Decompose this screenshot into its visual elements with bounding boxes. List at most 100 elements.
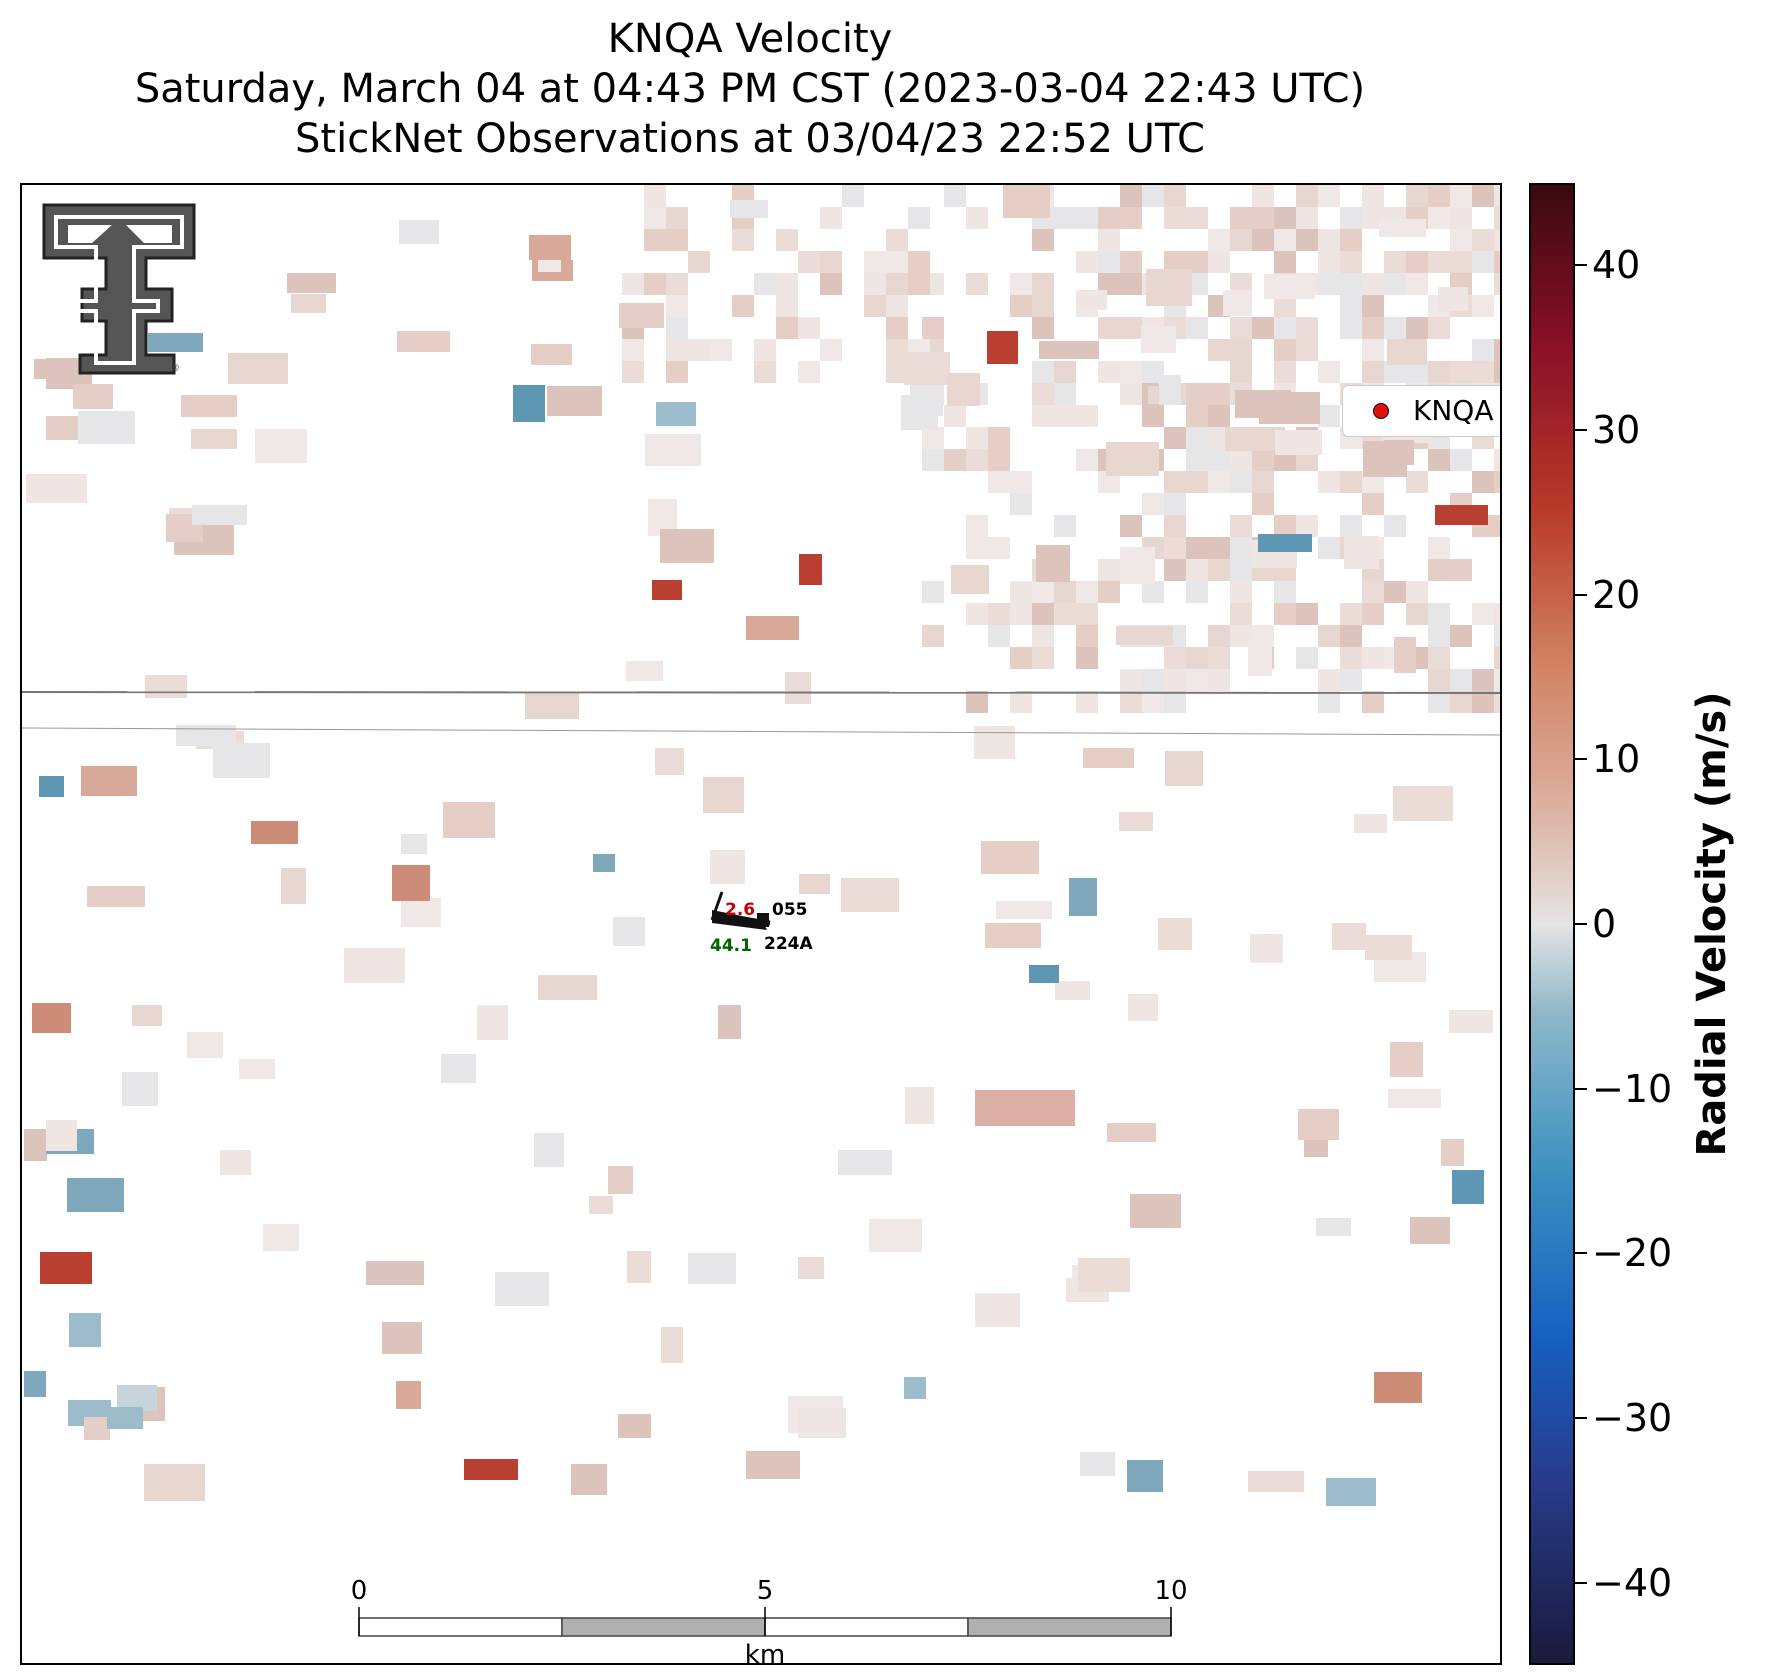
velocity-pixel	[966, 427, 988, 449]
colorbar-tick-label: −20	[1592, 1231, 1673, 1276]
velocity-pixel	[1472, 669, 1494, 691]
velocity-pixel	[1230, 317, 1252, 339]
velocity-pixel	[1264, 274, 1315, 299]
velocity-pixel	[1098, 471, 1120, 493]
velocity-pixel	[531, 344, 572, 365]
colorbar-tick-mark	[1575, 593, 1587, 596]
velocity-pixel	[1107, 1123, 1156, 1142]
velocity-pixel	[966, 449, 988, 471]
velocity-pixel	[78, 411, 135, 444]
velocity-pixel	[1274, 229, 1296, 251]
velocity-pixel	[1098, 361, 1120, 383]
velocity-pixel	[1362, 273, 1384, 295]
velocity-pixel	[1472, 229, 1494, 251]
velocity-pixel	[1318, 625, 1340, 647]
velocity-pixel	[1340, 625, 1362, 647]
velocity-pixel	[1344, 536, 1379, 569]
velocity-pixel	[1120, 361, 1142, 383]
velocity-pixel	[1054, 515, 1076, 537]
velocity-pixel	[1275, 430, 1322, 455]
county-boundary-line	[22, 691, 1500, 694]
velocity-pixel	[1032, 317, 1054, 339]
velocity-pixel	[1296, 317, 1318, 339]
velocity-pixel	[922, 317, 944, 339]
radar-plot: ®	[22, 185, 1500, 1637]
velocity-pixel	[1119, 812, 1153, 831]
velocity-pixel	[985, 923, 1041, 948]
velocity-pixel	[117, 1385, 157, 1411]
velocity-pixel	[1036, 545, 1070, 582]
velocity-pixel	[1450, 207, 1472, 229]
velocity-pixel	[1274, 581, 1296, 603]
velocity-pixel	[344, 948, 405, 983]
velocity-pixel	[1208, 449, 1230, 471]
velocity-pixel	[1494, 669, 1500, 691]
velocity-pixel	[1208, 339, 1230, 361]
velocity-pixel	[1387, 339, 1427, 365]
velocity-pixel	[176, 725, 236, 746]
velocity-pixel	[1186, 317, 1208, 339]
colorbar-label: Radial Velocity (m/s)	[1689, 691, 1735, 1157]
velocity-pixel	[746, 1451, 800, 1479]
velocity-pixel	[1428, 449, 1450, 471]
velocity-pixel	[754, 339, 776, 361]
velocity-pixel	[1384, 273, 1406, 295]
velocity-pixel	[660, 529, 714, 563]
chart-subtitle-time: Saturday, March 04 at 04:43 PM CST (2023…	[134, 66, 1366, 112]
colorbar-tick-label: −30	[1592, 1396, 1673, 1440]
station-id-top: 055	[772, 900, 808, 920]
velocity-pixel	[688, 339, 710, 361]
velocity-pixel	[1388, 1089, 1441, 1108]
velocity-pixel	[988, 449, 1010, 471]
velocity-pixel	[1318, 537, 1340, 559]
velocity-pixel	[1039, 341, 1099, 359]
velocity-pixel	[975, 1293, 1020, 1327]
velocity-pixel	[148, 333, 203, 352]
velocity-pixel	[26, 474, 87, 503]
velocity-pixel	[40, 1252, 92, 1284]
velocity-pixel	[666, 295, 688, 317]
velocity-pixel	[988, 427, 1010, 449]
velocity-pixel	[1354, 814, 1387, 833]
chart-title: KNQA Velocity	[607, 16, 893, 62]
velocity-pixel	[1083, 748, 1134, 768]
colorbar-tick-mark	[1575, 923, 1587, 925]
velocity-pixel	[922, 449, 944, 471]
colorbar	[1529, 183, 1575, 1665]
velocity-pixel	[1120, 273, 1142, 295]
velocity-pixel	[1032, 273, 1054, 295]
velocity-pixel	[947, 373, 980, 406]
velocity-pixel	[1384, 440, 1414, 465]
velocity-pixel	[1127, 1460, 1163, 1492]
velocity-pixel	[1406, 251, 1428, 273]
velocity-pixel	[1340, 273, 1362, 295]
velocity-pixel	[1223, 290, 1252, 316]
velocity-pixel	[1326, 1478, 1376, 1506]
velocity-pixel	[1406, 317, 1428, 339]
velocity-pixel	[1142, 669, 1164, 691]
velocity-pixel	[1164, 207, 1186, 229]
velocity-pixel	[1120, 515, 1142, 537]
velocity-pixel	[1406, 471, 1428, 493]
velocity-pixel	[1230, 515, 1252, 537]
velocity-pixel	[785, 672, 811, 704]
velocity-pixel	[1032, 295, 1054, 317]
velocity-pixel	[1298, 1109, 1339, 1140]
velocity-pixel	[799, 874, 830, 894]
velocity-pixel	[886, 251, 908, 273]
velocity-pixel	[1274, 207, 1296, 229]
velocity-pixel	[1230, 603, 1252, 625]
velocity-pixel	[1274, 361, 1296, 383]
velocity-pixel	[1054, 207, 1076, 229]
velocity-pixel	[1428, 669, 1450, 691]
velocity-pixel	[776, 295, 798, 317]
velocity-pixel	[87, 886, 145, 907]
velocity-pixel	[1186, 251, 1208, 273]
velocity-pixel	[1164, 493, 1186, 515]
velocity-pixel	[396, 1381, 421, 1409]
colorbar-tick-label: 20	[1592, 572, 1641, 617]
velocity-pixel	[1428, 691, 1450, 713]
velocity-pixel	[401, 834, 427, 854]
velocity-pixel	[1379, 219, 1426, 237]
velocity-pixel	[1120, 547, 1155, 584]
